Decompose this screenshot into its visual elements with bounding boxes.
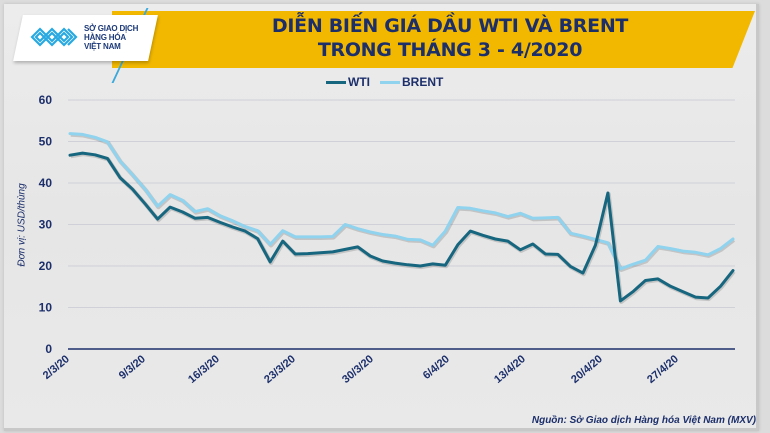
legend-item-brent: BRENT: [380, 75, 443, 89]
y-tick-label: 30: [39, 218, 53, 232]
y-tick-label: 50: [39, 135, 53, 149]
title-banner: [112, 11, 755, 68]
mxv-logo-icon: [30, 27, 78, 47]
x-tick-label: 16/3/20: [186, 353, 222, 386]
x-tick-label: 2/3/20: [41, 353, 72, 382]
x-tick-label: 9/3/20: [117, 353, 148, 382]
y-tick-label: 20: [39, 259, 53, 273]
title-line-2: TRONG THÁNG 3 - 4/2020: [317, 39, 583, 61]
chart-title: DIỄN BIẾN GIÁ DẦU WTI VÀ BRENT TRONG THÁ…: [170, 14, 730, 62]
y-tick-label: 40: [39, 176, 53, 190]
brent-line: [68, 132, 735, 271]
y-tick-label: 10: [39, 301, 53, 315]
title-line-1: DIỄN BIẾN GIÁ DẦU WTI VÀ BRENT: [271, 15, 629, 37]
logo-line-1: SỞ GIAO DỊCH: [84, 24, 139, 33]
logo-text: SỞ GIAO DỊCH HÀNG HÓA VIỆT NAM: [84, 24, 138, 51]
wti-line-shadow: [70, 152, 736, 304]
x-tick-label: 27/4/20: [645, 353, 681, 386]
wti-line: [68, 151, 735, 303]
y-tick-label: 60: [39, 93, 53, 107]
brent-line-shadow: [70, 132, 736, 272]
logo-line-2: HÀNG HÓA: [84, 33, 126, 42]
source-note: Nguồn: Sở Giao dịch Hàng hóa Việt Nam (M…: [531, 415, 756, 426]
legend-swatch-wti: [326, 80, 346, 84]
y-tick-label: 0: [45, 342, 52, 356]
legend-item-wti: WTI: [326, 75, 370, 89]
x-tick-label: 6/4/20: [421, 353, 452, 382]
x-tick-label: 20/4/20: [569, 353, 605, 386]
chart-card: [4, 4, 759, 431]
x-tick-label: 23/3/20: [262, 353, 298, 386]
logo-line-3: VIỆT NAM: [84, 42, 121, 51]
x-tick-label: 13/4/20: [492, 353, 528, 386]
legend-label-brent: BRENT: [402, 75, 444, 89]
legend-swatch-brent: [380, 80, 400, 84]
legend: WTI BRENT: [326, 75, 453, 89]
legend-label-wti: WTI: [348, 75, 370, 89]
x-tick-label: 30/3/20: [340, 353, 376, 386]
